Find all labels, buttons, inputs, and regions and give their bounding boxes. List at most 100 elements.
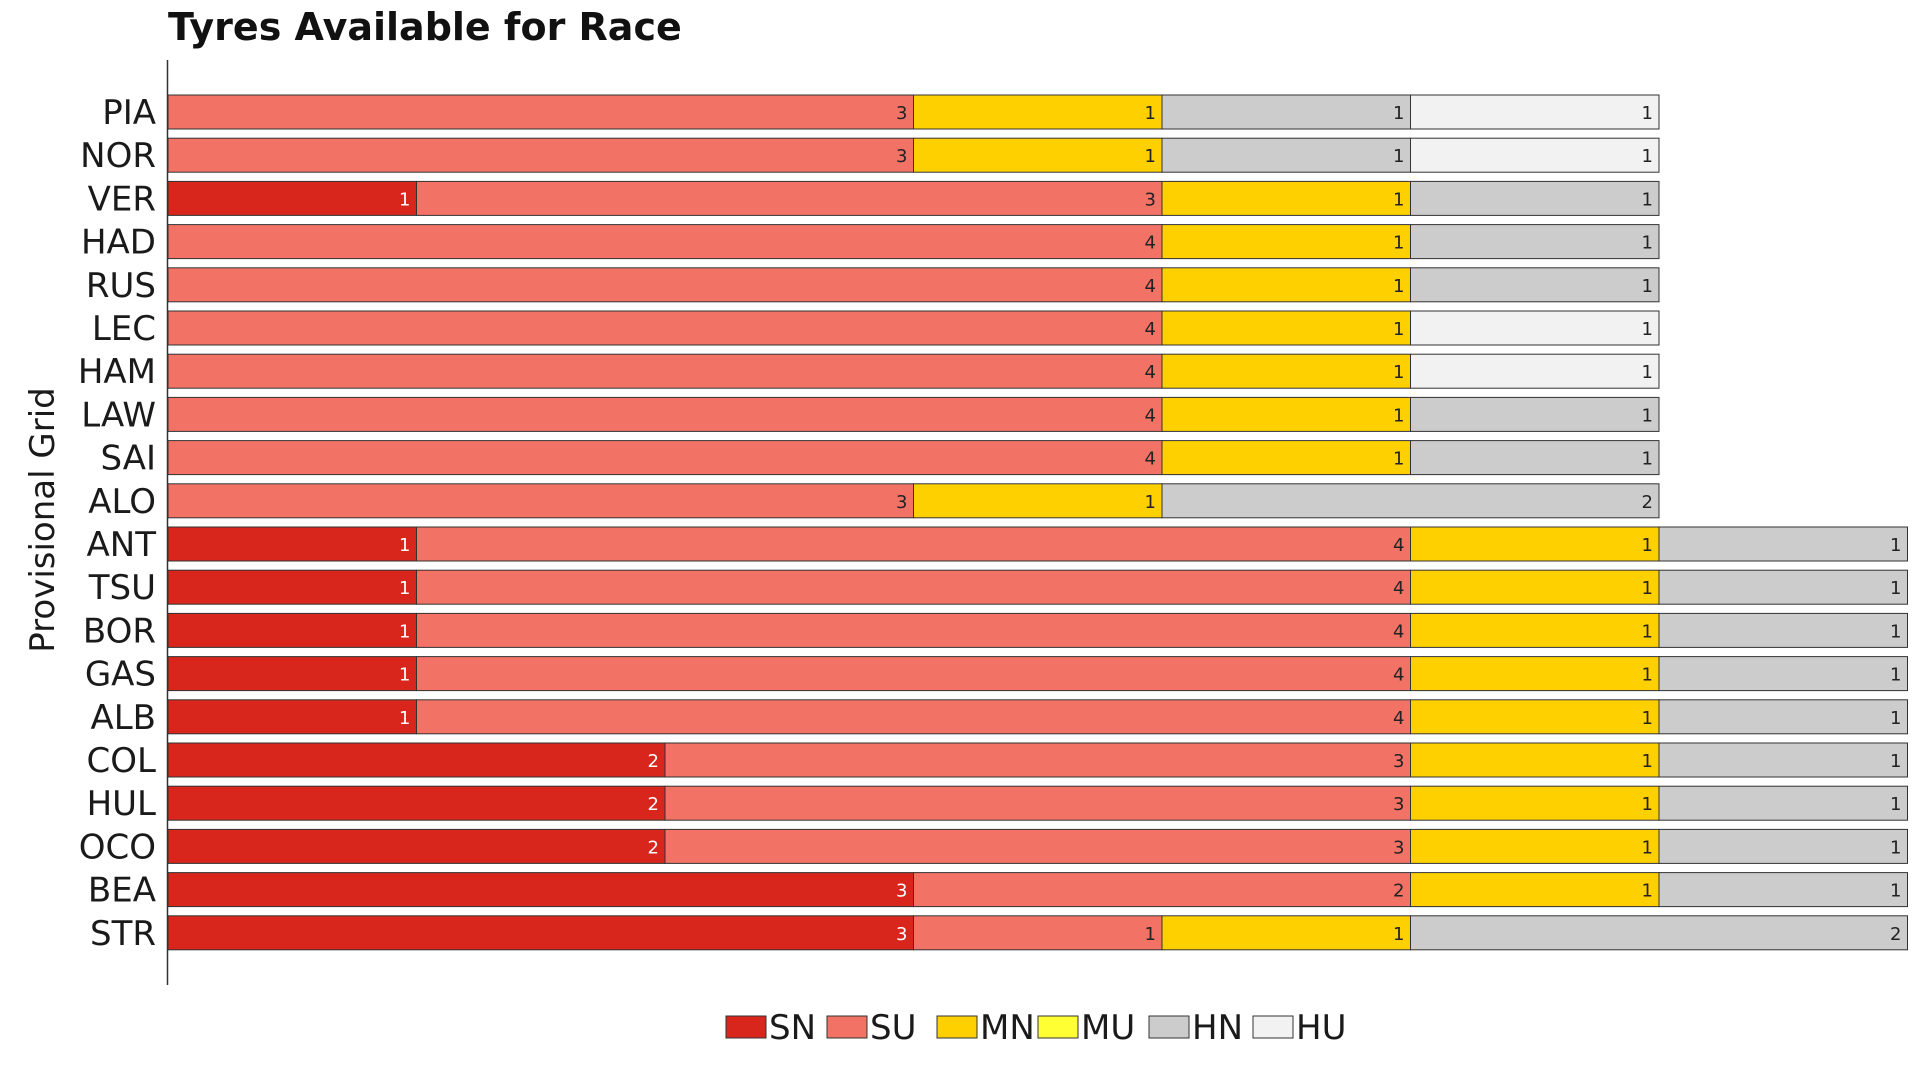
data-label-bor-sn: 1 — [399, 621, 410, 642]
data-label-col-sn: 2 — [648, 751, 659, 772]
data-label-alb-mn: 1 — [1642, 708, 1653, 729]
bar-segment-gas-su — [416, 656, 1411, 692]
legend-swatch-hu — [1252, 1015, 1294, 1039]
data-label-oco-sn: 2 — [648, 837, 659, 858]
legend-swatch-su — [826, 1015, 868, 1039]
bar-segment-hul-sn — [167, 785, 666, 821]
bar-segment-bea-su — [913, 872, 1411, 908]
bar-segment-lec-su — [167, 310, 1163, 346]
y-tick-alo: ALO — [88, 482, 156, 522]
data-label-alb-su: 4 — [1393, 708, 1404, 729]
data-label-had-hn: 1 — [1642, 233, 1653, 254]
bar-segment-bor-mn — [1410, 612, 1660, 648]
bar-segment-bor-hn — [1658, 612, 1908, 648]
data-label-bor-su: 4 — [1393, 621, 1404, 642]
bar-segment-str-hn — [1410, 915, 1908, 951]
bar-segment-ver-sn — [167, 180, 417, 216]
y-tick-lec: LEC — [92, 309, 156, 349]
data-label-sai-mn: 1 — [1393, 449, 1404, 470]
bar-segment-rus-hn — [1410, 267, 1660, 303]
data-label-nor-hu: 1 — [1642, 146, 1653, 167]
data-label-col-mn: 1 — [1642, 751, 1653, 772]
bar-segment-had-hn — [1410, 224, 1660, 260]
data-label-had-su: 4 — [1145, 233, 1156, 254]
data-label-bea-mn: 1 — [1642, 881, 1653, 902]
bar-segment-oco-mn — [1410, 828, 1660, 864]
bar-segment-had-su — [167, 224, 1163, 260]
bar-segment-alo-su — [167, 483, 914, 519]
data-label-str-su: 1 — [1145, 924, 1156, 945]
bar-segment-hul-hn — [1658, 785, 1908, 821]
data-label-col-hn: 1 — [1890, 751, 1901, 772]
data-label-str-sn: 3 — [896, 924, 907, 945]
bar-segment-sai-su — [167, 440, 1163, 476]
bar-segment-tsu-su — [416, 569, 1411, 605]
bar-segment-pia-hn — [1161, 94, 1411, 130]
data-label-hul-hn: 1 — [1890, 794, 1901, 815]
bar-segment-oco-su — [664, 828, 1411, 864]
y-tick-law: LAW — [81, 395, 156, 435]
y-tick-had: HAD — [81, 223, 156, 263]
data-label-law-su: 4 — [1145, 405, 1156, 426]
bar-segment-hul-mn — [1410, 785, 1660, 821]
bar-segment-nor-hn — [1161, 137, 1411, 173]
bar-segment-ver-hn — [1410, 180, 1660, 216]
data-label-str-hn: 2 — [1890, 924, 1901, 945]
data-label-gas-sn: 1 — [399, 665, 410, 686]
data-label-tsu-mn: 1 — [1642, 578, 1653, 599]
data-label-gas-su: 4 — [1393, 665, 1404, 686]
bar-segment-lec-hu — [1410, 310, 1660, 346]
bar-segment-bea-sn — [167, 872, 914, 908]
bar-segment-had-mn — [1161, 224, 1411, 260]
legend-label-hn: HN — [1192, 1008, 1243, 1048]
y-tick-ham: HAM — [78, 352, 156, 392]
legend-label-su: SU — [870, 1008, 916, 1048]
bar-segment-col-sn — [167, 742, 666, 778]
bar-segment-law-mn — [1161, 396, 1411, 432]
data-label-str-mn: 1 — [1393, 924, 1404, 945]
data-label-sai-su: 4 — [1145, 449, 1156, 470]
data-label-pia-hu: 1 — [1642, 103, 1653, 124]
bar-segment-ham-su — [167, 353, 1163, 389]
bar-segment-nor-mn — [913, 137, 1163, 173]
legend-swatch-hn — [1148, 1015, 1190, 1039]
legend-label-mu: MU — [1081, 1008, 1135, 1048]
bar-segment-alb-hn — [1658, 699, 1908, 735]
y-axis-label: Provisional Grid — [23, 387, 63, 652]
bar-segment-sai-hn — [1410, 440, 1660, 476]
data-label-rus-mn: 1 — [1393, 276, 1404, 297]
data-label-bea-su: 2 — [1393, 881, 1404, 902]
data-label-ver-sn: 1 — [399, 189, 410, 210]
bar-segment-lec-mn — [1161, 310, 1411, 346]
bar-segment-bor-sn — [167, 612, 417, 648]
data-label-rus-hn: 1 — [1642, 276, 1653, 297]
data-label-tsu-sn: 1 — [399, 578, 410, 599]
legend-label-hu: HU — [1296, 1008, 1346, 1048]
data-label-tsu-hn: 1 — [1890, 578, 1901, 599]
data-label-alb-sn: 1 — [399, 708, 410, 729]
data-label-ham-su: 4 — [1145, 362, 1156, 383]
data-label-oco-su: 3 — [1393, 837, 1404, 858]
bar-segment-str-sn — [167, 915, 914, 951]
y-tick-sai: SAI — [101, 439, 157, 479]
data-label-ham-mn: 1 — [1393, 362, 1404, 383]
bar-segment-alb-mn — [1410, 699, 1660, 735]
data-label-ant-mn: 1 — [1642, 535, 1653, 556]
bar-segment-rus-su — [167, 267, 1163, 303]
data-label-hul-sn: 2 — [648, 794, 659, 815]
bar-segment-hul-su — [664, 785, 1411, 821]
data-label-bor-hn: 1 — [1890, 621, 1901, 642]
bar-segment-ver-su — [416, 180, 1163, 216]
legend-swatch-sn — [725, 1015, 767, 1039]
bar-segment-oco-hn — [1658, 828, 1908, 864]
bar-segment-gas-mn — [1410, 656, 1660, 692]
data-label-ham-hu: 1 — [1642, 362, 1653, 383]
data-label-tsu-su: 4 — [1393, 578, 1404, 599]
legend-label-sn: SN — [769, 1008, 816, 1048]
bar-segment-oco-sn — [167, 828, 666, 864]
data-label-alo-su: 3 — [896, 492, 907, 513]
legend: SN SU MN MU HN HU — [725, 1008, 1346, 1048]
bar-segment-gas-sn — [167, 656, 417, 692]
bar-segment-nor-su — [167, 137, 914, 173]
